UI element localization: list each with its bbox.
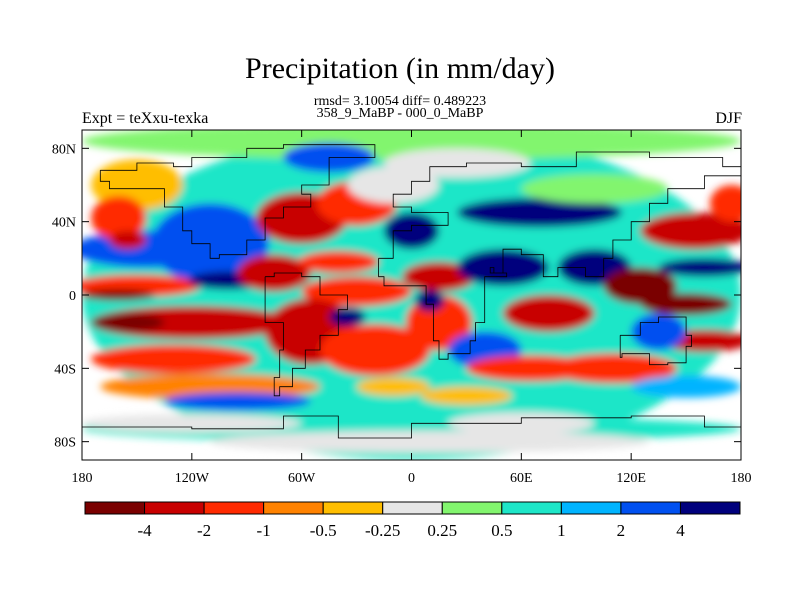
y-tick-label: 0 <box>69 289 76 304</box>
field-region-26 <box>356 377 430 396</box>
field-region-3 <box>210 430 650 453</box>
x-tick-label: 0 <box>408 471 415 486</box>
field-region-40 <box>548 353 677 384</box>
colorbar-swatch <box>84 501 146 515</box>
colorbar-swatch <box>441 501 503 515</box>
field-region-42 <box>603 267 677 305</box>
colorbar-label: 0.5 <box>491 521 512 540</box>
field-region-25 <box>329 307 366 327</box>
precip-field <box>82 130 741 460</box>
colorbar-swatch <box>144 501 205 515</box>
field-region-35 <box>457 197 623 228</box>
coastline-2 <box>378 151 741 360</box>
season-label: DJF <box>715 110 742 127</box>
field-region-27 <box>347 166 439 204</box>
field-region-21 <box>298 251 379 273</box>
colorbar-label: 2 <box>617 521 626 540</box>
experiment-label: Expt = teXxu-texka <box>82 110 209 127</box>
y-tick-label: 80S <box>54 436 76 451</box>
field-region-24 <box>319 324 430 376</box>
y-tick-label: 80N <box>52 142 76 157</box>
coastlines <box>82 144 741 439</box>
coastline-1 <box>264 272 348 397</box>
colorbar-label: 0.25 <box>427 521 457 540</box>
colorbar-label: -0.25 <box>365 521 400 540</box>
colorbar-swatch <box>560 501 622 515</box>
field-region-32 <box>415 289 445 312</box>
colorbar-label: -1 <box>257 521 271 540</box>
field-region-51 <box>709 185 741 222</box>
field-region-13 <box>91 344 256 374</box>
x-tick-label: 60E <box>510 471 533 486</box>
field-region-28 <box>384 148 531 178</box>
colorbar-swatch <box>620 501 681 515</box>
coastline-3 <box>619 316 692 366</box>
colorbar-label: 4 <box>676 521 685 540</box>
field-region-38 <box>503 295 595 332</box>
x-tick-label: 120E <box>616 471 646 486</box>
field-region-44 <box>658 258 741 277</box>
colorbar-label: -4 <box>137 521 152 540</box>
colorbar-swatch <box>322 501 384 515</box>
field-region-15 <box>164 392 311 411</box>
colorbar-swatch <box>263 501 324 515</box>
field-region-12 <box>91 313 165 332</box>
colorbar-label: 1 <box>557 521 566 540</box>
field-region-45 <box>640 293 732 316</box>
field-region-10 <box>82 289 156 301</box>
colorbar: -4 -2 -1 -0.5 -0.25 0.25 0.5 1 2 4 <box>84 501 741 540</box>
coastline-4 <box>82 415 741 439</box>
y-tick-label: 40N <box>52 216 76 231</box>
colorbar-label: -0.5 <box>310 521 337 540</box>
stats-line: rmsd= 3.10054 diff= 0.489223 <box>313 94 487 109</box>
field-region-30 <box>402 262 476 292</box>
field-region-8 <box>109 230 147 250</box>
colorbar-label: -2 <box>197 521 211 540</box>
subtitle: 358_9_MaBP - 000_0_MaBP <box>316 106 484 121</box>
field-region-34 <box>420 386 513 406</box>
colorbar-swatch <box>501 501 562 515</box>
y-tick-label: 40S <box>54 362 76 377</box>
field-region-50 <box>82 414 302 433</box>
field-region-43 <box>640 212 741 250</box>
field-region-48 <box>631 375 741 398</box>
field-region-36 <box>521 174 668 204</box>
colorbar-swatch <box>203 501 265 515</box>
coastline-0 <box>99 144 376 259</box>
x-tick-label: 120W <box>175 471 210 486</box>
x-tick-label: 180 <box>731 471 752 486</box>
page-title: Precipitation (in mm/day) <box>245 52 555 85</box>
axis-ticks: 180 120W 60W 0 60E 120E 180 80N 40N 0 40S 80S <box>52 130 752 486</box>
x-tick-label: 180 <box>72 471 93 486</box>
colorbar-swatch <box>382 501 443 515</box>
field-region-7 <box>91 196 147 240</box>
colorbar-swatch <box>679 501 741 515</box>
x-tick-label: 60W <box>288 471 316 486</box>
